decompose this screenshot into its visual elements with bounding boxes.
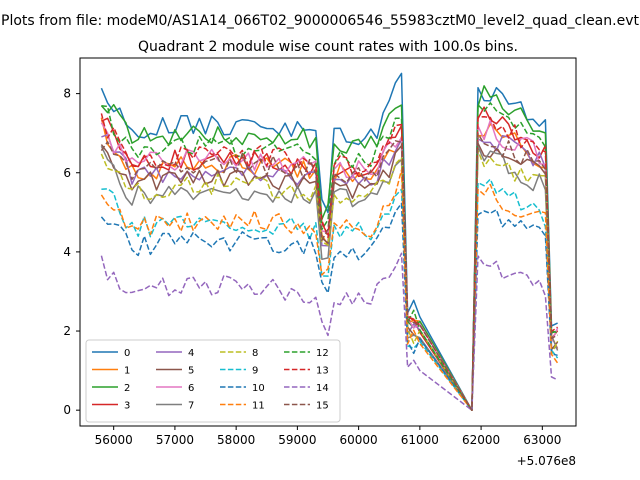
x-tick-label: 57000 [156, 433, 194, 447]
series-line-0 [100, 72, 558, 411]
legend-label: 10 [252, 383, 265, 394]
series-line-11 [100, 169, 559, 411]
chart-title: Quadrant 2 module wise count rates with … [138, 39, 518, 55]
y-tick-label: 2 [63, 324, 71, 338]
legend-label: 7 [188, 401, 194, 412]
x-tick-label: 59000 [278, 433, 316, 447]
series-line-5 [100, 142, 559, 411]
figure-suptitle: Plots from file: modeM0/AS1A14_066T02_90… [1, 13, 639, 29]
series-layer [100, 72, 559, 411]
series-line-14 [100, 252, 558, 411]
x-tick-label: 62000 [462, 433, 500, 447]
x-tick-label: 58000 [217, 433, 255, 447]
axes-frame [79, 57, 577, 427]
legend-label: 12 [316, 348, 329, 359]
legend-label: 8 [252, 348, 258, 359]
x-tick-label: 56000 [95, 433, 133, 447]
y-tick-label: 0 [63, 403, 71, 417]
legend-label: 1 [124, 366, 130, 377]
axes-border [79, 57, 577, 427]
series-line-12 [101, 102, 558, 411]
series-line-13 [100, 113, 559, 411]
series-line-9 [101, 178, 559, 411]
x-axis: 56000 57000 58000 59000 60000 61000 62000 63000 [95, 426, 561, 447]
series-line-7 [100, 145, 559, 411]
x-tick-label: 63000 [523, 433, 561, 447]
series-line-10 [100, 202, 558, 411]
legend-label: 0 [124, 348, 130, 359]
y-axis: 0 2 4 6 8 [63, 87, 80, 417]
legend-label: 3 [124, 401, 130, 412]
y-tick-label: 8 [63, 87, 71, 101]
series-line-15 [100, 133, 558, 411]
y-tick-label: 6 [63, 166, 71, 180]
x-tick-label: 61000 [401, 433, 439, 447]
series-line-2 [100, 85, 558, 411]
legend-label: 13 [316, 366, 329, 377]
legend-label: 9 [252, 366, 258, 377]
x-tick-label: 60000 [340, 433, 378, 447]
legend-label: 15 [316, 401, 329, 412]
legend-label: 14 [316, 383, 329, 394]
series-line-8 [100, 149, 559, 411]
y-tick-label: 4 [63, 245, 71, 259]
x-offset-label: +5.076e8 [517, 454, 576, 468]
legend-label: 6 [188, 383, 194, 394]
legend-label: 4 [188, 348, 194, 359]
legend-label: 11 [252, 401, 265, 412]
legend-box [85, 339, 341, 423]
legend-label: 5 [188, 366, 194, 377]
legend-label: 2 [124, 383, 130, 394]
